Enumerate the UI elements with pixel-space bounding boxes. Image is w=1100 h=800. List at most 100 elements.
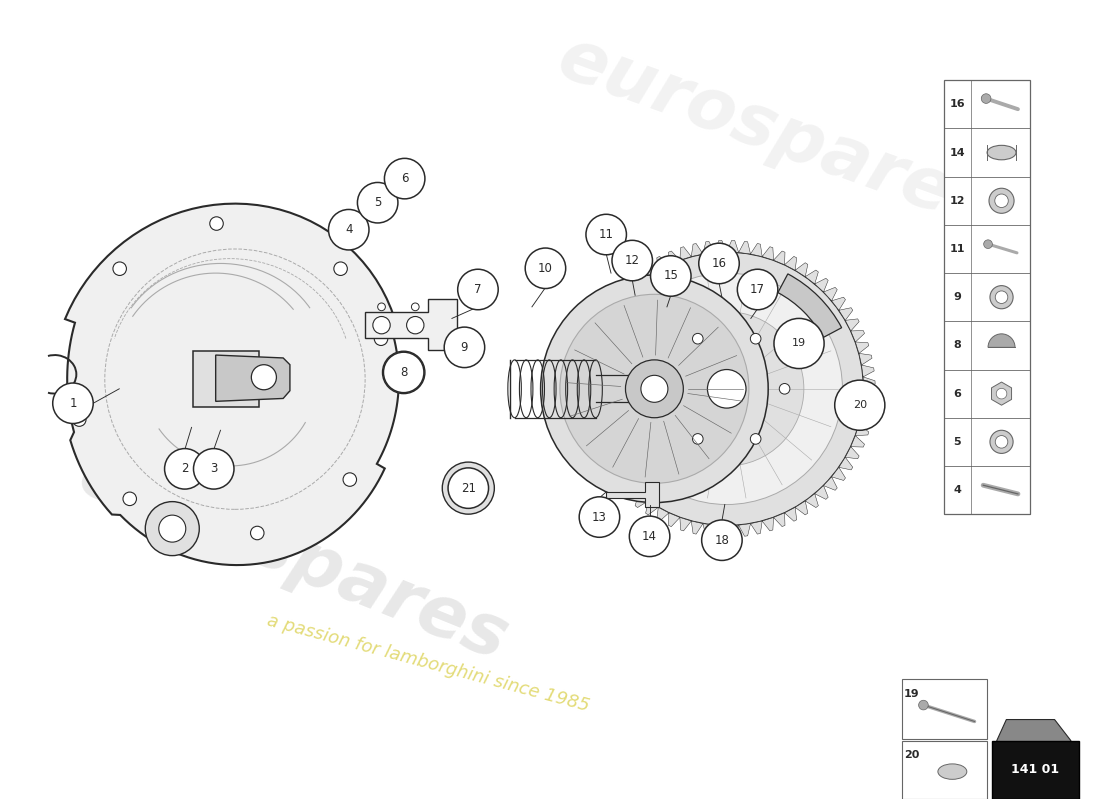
Polygon shape	[815, 486, 828, 499]
Text: 2: 2	[182, 462, 188, 475]
Polygon shape	[850, 436, 865, 447]
Circle shape	[693, 434, 703, 444]
Circle shape	[525, 248, 565, 289]
Circle shape	[361, 186, 395, 220]
Polygon shape	[584, 342, 598, 354]
Circle shape	[458, 270, 498, 310]
Polygon shape	[715, 240, 727, 253]
Polygon shape	[727, 526, 739, 538]
Polygon shape	[646, 501, 658, 515]
Circle shape	[650, 256, 691, 296]
Text: 15: 15	[663, 270, 679, 282]
Polygon shape	[691, 521, 703, 534]
Circle shape	[693, 334, 703, 344]
Polygon shape	[582, 413, 594, 424]
Text: 7: 7	[474, 283, 482, 296]
Polygon shape	[762, 246, 773, 260]
Polygon shape	[762, 518, 773, 531]
Circle shape	[698, 243, 739, 284]
Circle shape	[707, 370, 746, 408]
Text: 3: 3	[210, 462, 218, 475]
Text: 1: 1	[69, 397, 77, 410]
Circle shape	[996, 435, 1008, 448]
Bar	[194, 351, 260, 407]
Text: 12: 12	[949, 196, 965, 206]
Wedge shape	[778, 274, 842, 338]
Text: 6: 6	[400, 172, 408, 185]
Polygon shape	[739, 242, 750, 254]
Circle shape	[610, 273, 843, 505]
Text: 21: 21	[461, 482, 476, 494]
Polygon shape	[703, 242, 715, 254]
Circle shape	[407, 317, 424, 334]
Text: 14: 14	[642, 530, 657, 543]
Ellipse shape	[987, 146, 1016, 160]
Polygon shape	[588, 330, 603, 342]
Circle shape	[779, 383, 790, 394]
Circle shape	[454, 338, 474, 357]
Circle shape	[989, 188, 1014, 214]
Polygon shape	[997, 719, 1071, 758]
Polygon shape	[861, 401, 875, 413]
Polygon shape	[601, 308, 615, 320]
Text: 9: 9	[461, 341, 469, 354]
Text: 13: 13	[592, 510, 607, 523]
Text: 20: 20	[852, 400, 867, 410]
Text: 6: 6	[954, 389, 961, 398]
Polygon shape	[795, 501, 807, 515]
Polygon shape	[773, 513, 785, 526]
Polygon shape	[750, 521, 762, 534]
Circle shape	[411, 303, 419, 310]
Circle shape	[373, 317, 390, 334]
Text: 10: 10	[538, 262, 553, 274]
Circle shape	[210, 217, 223, 230]
Polygon shape	[625, 278, 639, 292]
Polygon shape	[856, 424, 869, 436]
Polygon shape	[715, 526, 727, 538]
Circle shape	[368, 194, 387, 212]
Polygon shape	[680, 518, 691, 531]
Circle shape	[158, 515, 186, 542]
Circle shape	[383, 351, 425, 394]
Ellipse shape	[938, 764, 967, 779]
Text: 20: 20	[904, 750, 920, 760]
Circle shape	[333, 262, 348, 275]
Polygon shape	[795, 262, 807, 277]
Circle shape	[384, 352, 424, 393]
Bar	[992, 741, 1079, 798]
Polygon shape	[815, 278, 828, 292]
Text: 9: 9	[954, 292, 961, 302]
Polygon shape	[850, 330, 865, 342]
Text: 18: 18	[715, 534, 729, 546]
Polygon shape	[691, 243, 703, 257]
Circle shape	[448, 468, 488, 508]
Polygon shape	[824, 287, 837, 301]
Circle shape	[996, 291, 1008, 303]
Circle shape	[444, 327, 485, 367]
Polygon shape	[703, 524, 715, 536]
Text: 19: 19	[792, 338, 806, 349]
Circle shape	[343, 473, 356, 486]
Polygon shape	[839, 308, 853, 320]
Polygon shape	[601, 458, 615, 470]
Circle shape	[750, 334, 761, 344]
Polygon shape	[845, 446, 859, 458]
Polygon shape	[584, 424, 598, 436]
Circle shape	[442, 462, 494, 514]
Circle shape	[663, 383, 674, 394]
Text: 141 01: 141 01	[1011, 763, 1059, 776]
Text: 8: 8	[400, 366, 407, 379]
Circle shape	[626, 360, 683, 418]
Circle shape	[641, 375, 668, 402]
Text: 14: 14	[949, 147, 965, 158]
Text: 17: 17	[750, 283, 766, 296]
Polygon shape	[580, 365, 592, 377]
Circle shape	[994, 194, 1009, 207]
Polygon shape	[635, 494, 648, 507]
Circle shape	[983, 240, 992, 249]
Circle shape	[612, 240, 652, 281]
Polygon shape	[646, 262, 658, 277]
Polygon shape	[588, 436, 603, 447]
Polygon shape	[657, 256, 669, 270]
Text: 5: 5	[374, 196, 382, 210]
